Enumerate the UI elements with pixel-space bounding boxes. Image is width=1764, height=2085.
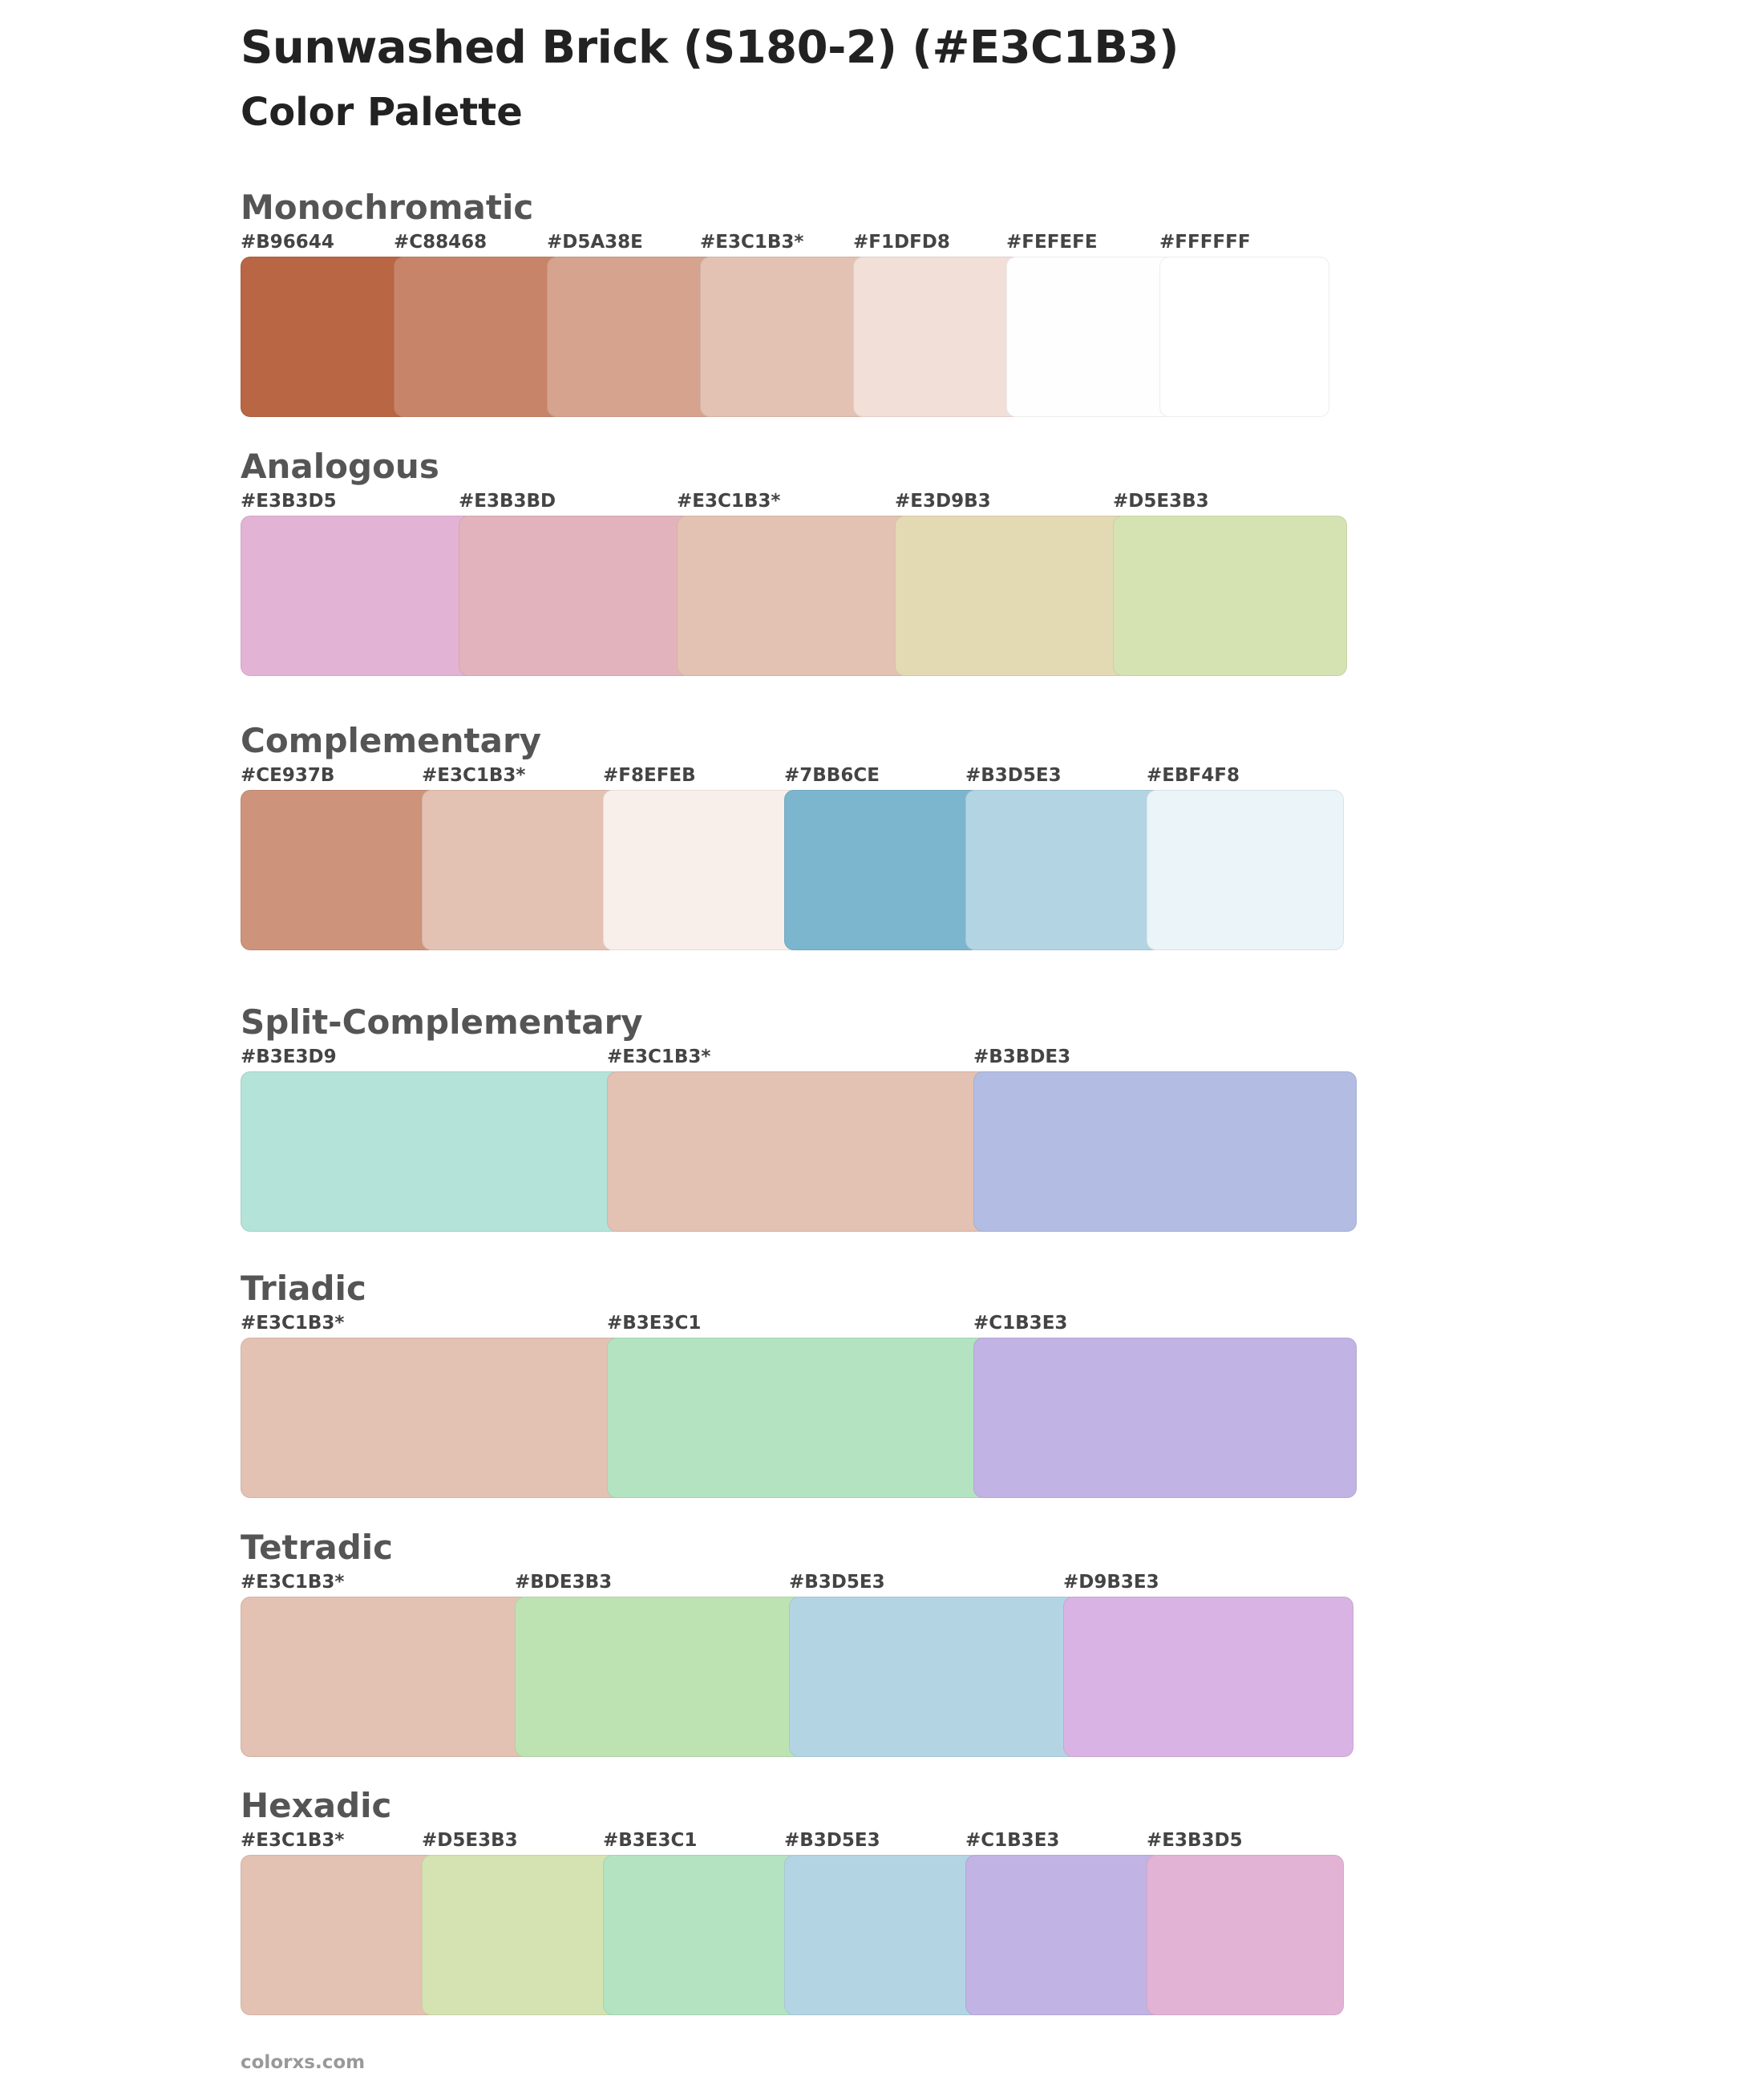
section-title: Tetradic	[241, 1528, 394, 1567]
color-swatch[interactable]	[603, 1855, 800, 2015]
color-swatch[interactable]	[895, 516, 1129, 676]
swatch-label: #F8EFEB	[603, 765, 696, 786]
swatch-label: #B3E3C1	[603, 1830, 698, 1851]
color-swatch[interactable]	[700, 257, 870, 417]
section-title: Complementary	[241, 721, 542, 760]
color-swatch[interactable]	[459, 516, 693, 676]
color-swatch[interactable]	[1159, 257, 1329, 417]
section-triadic: Triadic #E3C1B3* #B3E3C1 #C1B3E3	[241, 1267, 1357, 1498]
page-title: Sunwashed Brick (S180-2) (#E3C1B3)	[241, 22, 1179, 74]
section-split-complementary: Split-Complementary #B3E3D9 #E3C1B3* #B3BDE…	[241, 1001, 1357, 1232]
color-swatch[interactable]	[241, 1855, 438, 2015]
color-swatch[interactable]	[515, 1597, 805, 1757]
color-swatch[interactable]	[241, 516, 475, 676]
color-swatch[interactable]	[607, 1338, 990, 1498]
swatch-label: #7BB6CE	[784, 765, 880, 786]
swatch-label: #E3C1B3*	[241, 1572, 345, 1593]
color-swatch[interactable]	[241, 1338, 624, 1498]
swatch-label: #E3C1B3*	[422, 765, 526, 786]
swatch-label: #B3BDE3	[973, 1047, 1071, 1067]
color-swatch[interactable]	[1006, 257, 1176, 417]
color-swatch[interactable]	[1063, 1597, 1353, 1757]
swatch-label: #D5A38E	[547, 232, 643, 253]
color-swatch[interactable]	[789, 1597, 1079, 1757]
swatch-labels: #E3C1B3* #D5E3B3 #B3E3C1 #B3D5E3 #C1B3E3 #E3B…	[241, 1828, 1243, 1853]
swatch-label: #C1B3E3	[973, 1313, 1068, 1334]
section-title: Split-Complementary	[241, 1002, 643, 1042]
color-swatch[interactable]	[603, 790, 800, 950]
section-complementary: Complementary #CE937B #E3C1B3* #F8EFEB #7BB6…	[241, 719, 1344, 950]
swatch-row	[241, 790, 1344, 950]
section-tetradic: Tetradic #E3C1B3* #BDE3B3 #B3D5E3 #D9B3E3	[241, 1526, 1353, 1757]
color-swatch[interactable]	[241, 1597, 531, 1757]
swatch-labels: #E3C1B3* #B3E3C1 #C1B3E3	[241, 1310, 1067, 1336]
color-swatch[interactable]	[422, 790, 619, 950]
section-analogous: Analogous #E3B3D5 #E3B3BD #E3C1B3* #E3D9B3 #D…	[241, 445, 1347, 676]
swatch-label: #B3E3C1	[607, 1313, 702, 1334]
swatch-labels: #E3C1B3* #BDE3B3 #B3D5E3 #D9B3E3	[241, 1569, 1159, 1595]
swatch-labels: #B96644 #C88468 #D5A38E #E3C1B3* #F1DFD8 #FEF…	[241, 229, 1251, 255]
swatch-label: #C1B3E3	[965, 1830, 1060, 1851]
section-title: Triadic	[241, 1269, 366, 1308]
swatch-label: #E3C1B3*	[241, 1313, 345, 1334]
swatch-label: #E3C1B3*	[700, 232, 804, 253]
swatch-label: #E3D9B3	[895, 491, 991, 512]
swatch-label: #B3D5E3	[784, 1830, 880, 1851]
swatch-label: #D5E3B3	[1113, 491, 1209, 512]
swatch-label: #C88468	[394, 232, 488, 253]
swatch-labels: #CE937B #E3C1B3* #F8EFEB #7BB6CE #B3D5E3 #EBF…	[241, 763, 1240, 788]
footer-site-link[interactable]: colorxs.com	[241, 2052, 366, 2073]
color-swatch[interactable]	[853, 257, 1023, 417]
color-swatch[interactable]	[241, 257, 411, 417]
section-title: Analogous	[241, 447, 439, 486]
swatch-label: #F1DFD8	[853, 232, 950, 253]
color-swatch[interactable]	[973, 1338, 1357, 1498]
color-swatch[interactable]	[241, 790, 438, 950]
swatch-row	[241, 1597, 1353, 1757]
swatch-label: #D9B3E3	[1063, 1572, 1159, 1593]
swatch-label: #B3D5E3	[789, 1572, 885, 1593]
swatch-label: #E3B3D5	[1147, 1830, 1243, 1851]
page-subtitle: Color Palette	[241, 90, 523, 135]
color-swatch[interactable]	[607, 1071, 990, 1232]
swatch-label: #FEFEFE	[1006, 232, 1098, 253]
color-swatch[interactable]	[1113, 516, 1347, 676]
swatch-label: #FFFFFF	[1159, 232, 1251, 253]
swatch-row	[241, 1855, 1344, 2015]
swatch-label: #E3C1B3*	[677, 491, 781, 512]
color-swatch[interactable]	[241, 1071, 624, 1232]
color-swatch[interactable]	[965, 790, 1163, 950]
color-swatch[interactable]	[394, 257, 564, 417]
swatch-row	[241, 257, 1329, 417]
color-swatch[interactable]	[784, 1855, 981, 2015]
swatch-label: #D5E3B3	[422, 1830, 518, 1851]
swatch-row	[241, 1071, 1357, 1232]
color-swatch[interactable]	[422, 1855, 619, 2015]
swatch-row	[241, 516, 1347, 676]
section-monochromatic: Monochromatic #B96644 #C88468 #D5A38E #E3C1B…	[241, 186, 1329, 417]
color-swatch[interactable]	[784, 790, 981, 950]
color-swatch[interactable]	[677, 516, 911, 676]
swatch-label: #B3D5E3	[965, 765, 1062, 786]
section-title: Monochromatic	[241, 188, 534, 227]
swatch-label: #E3B3BD	[459, 491, 556, 512]
swatch-row	[241, 1338, 1357, 1498]
swatch-label: #E3B3D5	[241, 491, 337, 512]
section-title: Hexadic	[241, 1786, 392, 1825]
swatch-label: #B96644	[241, 232, 334, 253]
swatch-label: #BDE3B3	[515, 1572, 613, 1593]
color-swatch[interactable]	[973, 1071, 1357, 1232]
color-swatch[interactable]	[1147, 790, 1344, 950]
swatch-labels: #B3E3D9 #E3C1B3* #B3BDE3	[241, 1044, 1070, 1070]
section-hexadic: Hexadic #E3C1B3* #D5E3B3 #B3E3C1 #B3D5E3 #C1B…	[241, 1784, 1344, 2015]
color-swatch[interactable]	[547, 257, 717, 417]
color-swatch[interactable]	[965, 1855, 1163, 2015]
color-swatch[interactable]	[1147, 1855, 1344, 2015]
swatch-labels: #E3B3D5 #E3B3BD #E3C1B3* #E3D9B3 #D5E3B3	[241, 488, 1209, 514]
swatch-label: #E3C1B3*	[241, 1830, 345, 1851]
swatch-label: #CE937B	[241, 765, 335, 786]
swatch-label: #E3C1B3*	[607, 1047, 711, 1067]
swatch-label: #B3E3D9	[241, 1047, 337, 1067]
swatch-label: #EBF4F8	[1147, 765, 1240, 786]
